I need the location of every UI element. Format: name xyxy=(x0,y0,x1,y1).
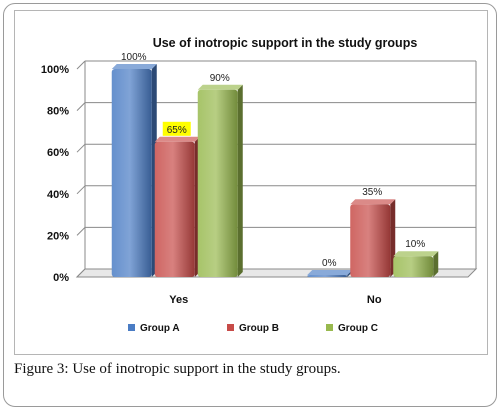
data-label-highlight xyxy=(162,121,191,136)
bar-side xyxy=(237,84,243,277)
bar-top xyxy=(350,199,396,205)
legend-swatch xyxy=(326,324,333,331)
bar-group-c-yes xyxy=(197,89,238,277)
caption-label: Figure 3: xyxy=(14,361,69,377)
x-tick-label: No xyxy=(367,294,382,306)
y-tick-label: 80% xyxy=(47,106,69,118)
y-tick-label: 60% xyxy=(47,147,69,159)
chart-title: Use of inotropic support in the study gr… xyxy=(153,36,418,50)
bar-side xyxy=(433,251,439,277)
legend-label: Group A xyxy=(140,323,180,334)
legend-label: Group B xyxy=(239,323,279,334)
legend-swatch xyxy=(128,324,135,331)
data-label: 0% xyxy=(322,258,337,269)
bar-group-a-yes xyxy=(111,69,152,277)
legend-swatch xyxy=(227,324,234,331)
y-tick-label: 40% xyxy=(47,189,69,201)
y-tick-label: 0% xyxy=(53,272,69,284)
data-label: 10% xyxy=(405,239,425,250)
y-tick-label: 100% xyxy=(41,64,69,76)
gridline-side xyxy=(76,60,86,70)
bar-top xyxy=(197,84,243,90)
data-label: 35% xyxy=(362,187,382,198)
bar-group-a-no xyxy=(307,275,348,277)
data-label: 90% xyxy=(210,73,230,84)
bar-top xyxy=(154,136,200,142)
bar-top xyxy=(393,251,439,257)
y-tick-label: 20% xyxy=(47,230,69,242)
caption-text: Use of inotropic support in the study gr… xyxy=(68,361,341,377)
chart-area: Use of inotropic support in the study gr… xyxy=(14,10,488,355)
gridline-side xyxy=(76,102,86,111)
figure-caption: Figure 3: Use of inotropic support in th… xyxy=(14,361,484,378)
bar-group-b-yes xyxy=(154,141,195,277)
gridline-side xyxy=(76,185,86,195)
gridline-side xyxy=(76,227,86,236)
data-label: 100% xyxy=(121,52,147,63)
gridline-side xyxy=(76,143,86,153)
bar-group-b-no xyxy=(350,204,391,277)
legend-label: Group C xyxy=(338,323,378,334)
bar-top xyxy=(111,64,157,69)
bar-chart: Use of inotropic support in the study gr… xyxy=(41,36,478,334)
bar-top xyxy=(307,270,353,275)
bar-group-c-no xyxy=(393,256,434,277)
x-tick-label: Yes xyxy=(169,294,188,306)
data-label: 65% xyxy=(167,125,187,136)
